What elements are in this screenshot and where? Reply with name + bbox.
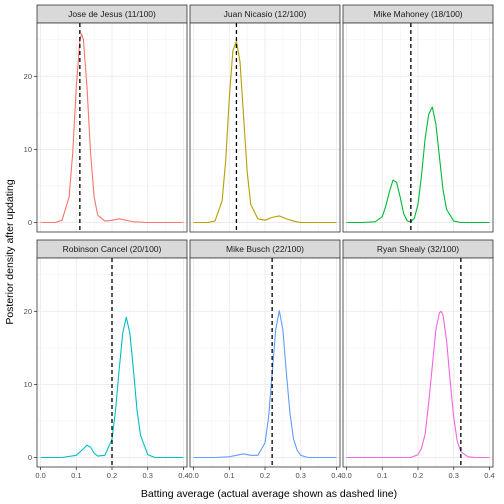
facet-label: Ryan Shealy (32/100) [377, 244, 459, 254]
y-tick-label: 10 [24, 145, 32, 154]
y-tick-label: 20 [24, 307, 32, 316]
x-tick-label: 0.3 [142, 471, 152, 480]
x-axis-title: Batting average (actual average shown as… [141, 488, 397, 500]
x-tick-label: 0.2 [107, 471, 117, 480]
facet-label: Jose de Jesus (11/100) [68, 9, 156, 19]
density-curve [193, 310, 337, 459]
facet-panel: Ryan Shealy (32/100) [342, 239, 494, 468]
x-tick-label: 0.4 [178, 471, 188, 480]
x-tick-label: 0.2 [260, 471, 270, 480]
y-tick-label: 20 [24, 72, 32, 81]
x-tick-label: 0.0 [341, 471, 351, 480]
facet-panel: Juan Nicasio (12/100) [189, 4, 341, 233]
y-tick-label: 0 [28, 218, 32, 227]
panel-border [189, 22, 341, 233]
x-tick-label: 0.1 [71, 471, 81, 480]
facet-panel: Jose de Jesus (11/100) [36, 4, 188, 233]
x-tick-label: 0.3 [448, 471, 458, 480]
y-tick-label: 10 [24, 380, 32, 389]
panel-border [342, 22, 494, 233]
density-curve [193, 40, 337, 224]
x-tick-label: 0.3 [295, 471, 305, 480]
x-tick-label: 0.4 [331, 471, 341, 480]
density-curve [346, 106, 490, 224]
panel-border [36, 22, 188, 233]
facet-panel: Mike Busch (22/100) [189, 239, 341, 468]
facet-label: Mike Busch (22/100) [226, 244, 304, 254]
facet-label: Juan Nicasio (12/100) [224, 9, 307, 19]
facet-label: Robinson Cancel (20/100) [63, 244, 162, 254]
facet-panel: Mike Mahoney (18/100) [342, 4, 494, 233]
facet-label: Mike Mahoney (18/100) [373, 9, 462, 19]
y-axes: 0 10 20 0 10 20 [24, 72, 37, 462]
x-axes: 0.0 0.1 0.2 0.3 0.4 0.0 0.1 0.2 0.3 0.4 0.0 0.1 0.2 0… [35, 467, 495, 480]
x-tick-label: 0.2 [413, 471, 423, 480]
facet-panels: Jose de Jesus (11/100) Juan Nicasio (12/1… [36, 4, 494, 468]
x-tick-label: 0.0 [35, 471, 45, 480]
x-tick-label: 0.1 [224, 471, 234, 480]
density-curve [40, 33, 184, 224]
y-axis-title: Posterior density after updating [4, 179, 16, 324]
density-curve [40, 316, 184, 459]
x-tick-label: 0.4 [484, 471, 494, 480]
y-tick-label: 0 [28, 453, 32, 462]
x-tick-label: 0.1 [377, 471, 387, 480]
facet-panel: Robinson Cancel (20/100) [36, 239, 188, 468]
x-tick-label: 0.0 [188, 471, 198, 480]
